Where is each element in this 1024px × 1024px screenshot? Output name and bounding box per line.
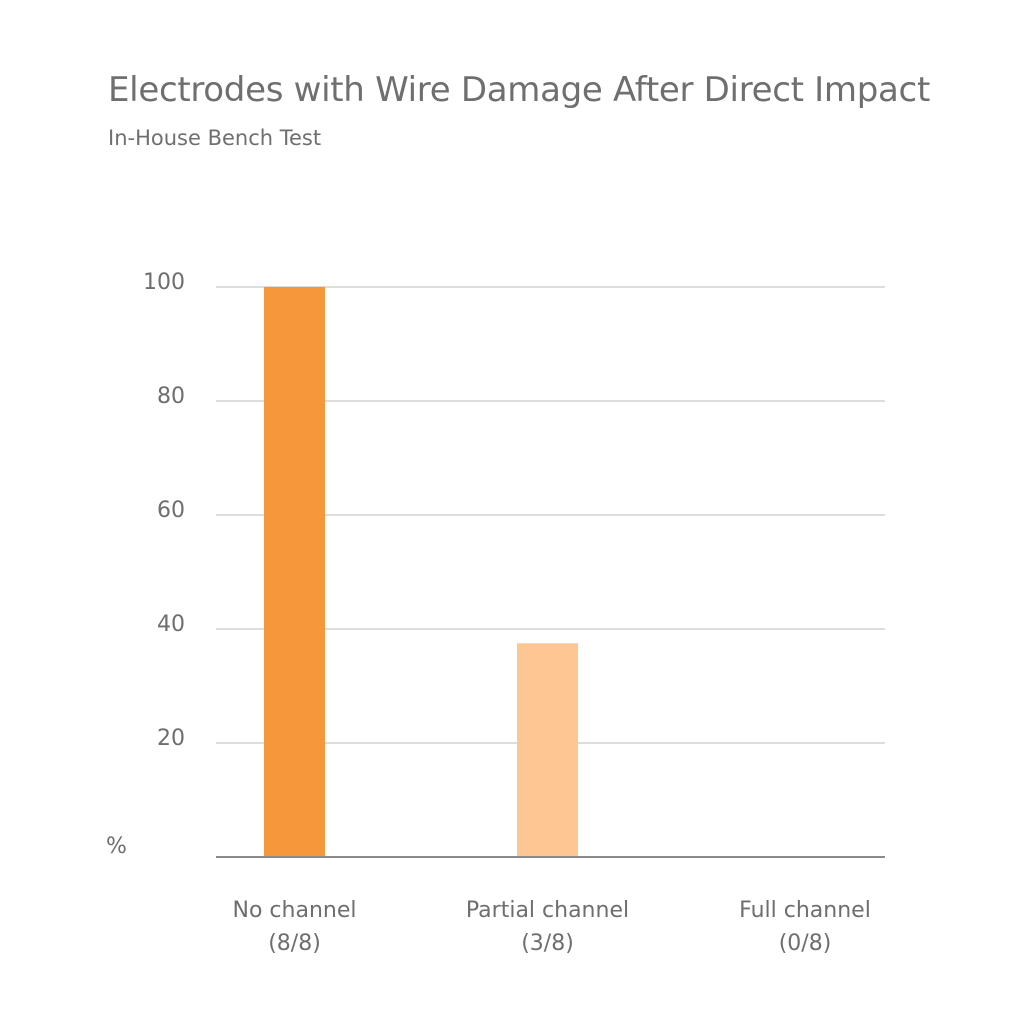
x-tick-label: No channel <box>233 898 357 923</box>
chart-subtitle: In-House Bench Test <box>108 126 322 150</box>
x-tick-label: Partial channel <box>466 898 629 923</box>
x-tick-label: Full channel <box>739 898 871 923</box>
bar <box>517 643 578 857</box>
bar <box>264 287 325 857</box>
y-tick-label: 20 <box>157 726 185 751</box>
y-axis-unit-label: % <box>106 834 127 859</box>
x-tick-label: (0/8) <box>779 931 832 956</box>
y-tick-label: 60 <box>157 498 185 523</box>
y-tick-label: 80 <box>157 384 185 409</box>
x-axis-labels: No channel (8/8) Partial channel (3/8) Full … <box>233 898 871 956</box>
bars <box>264 287 578 857</box>
y-axis-ticks: 20 40 60 80 100 <box>143 270 185 751</box>
x-tick-label: (8/8) <box>268 931 321 956</box>
x-tick-label: (3/8) <box>521 931 574 956</box>
y-tick-label: 100 <box>143 270 185 295</box>
y-tick-label: 40 <box>157 612 185 637</box>
chart-title: Electrodes with Wire Damage After Direct… <box>108 70 930 110</box>
